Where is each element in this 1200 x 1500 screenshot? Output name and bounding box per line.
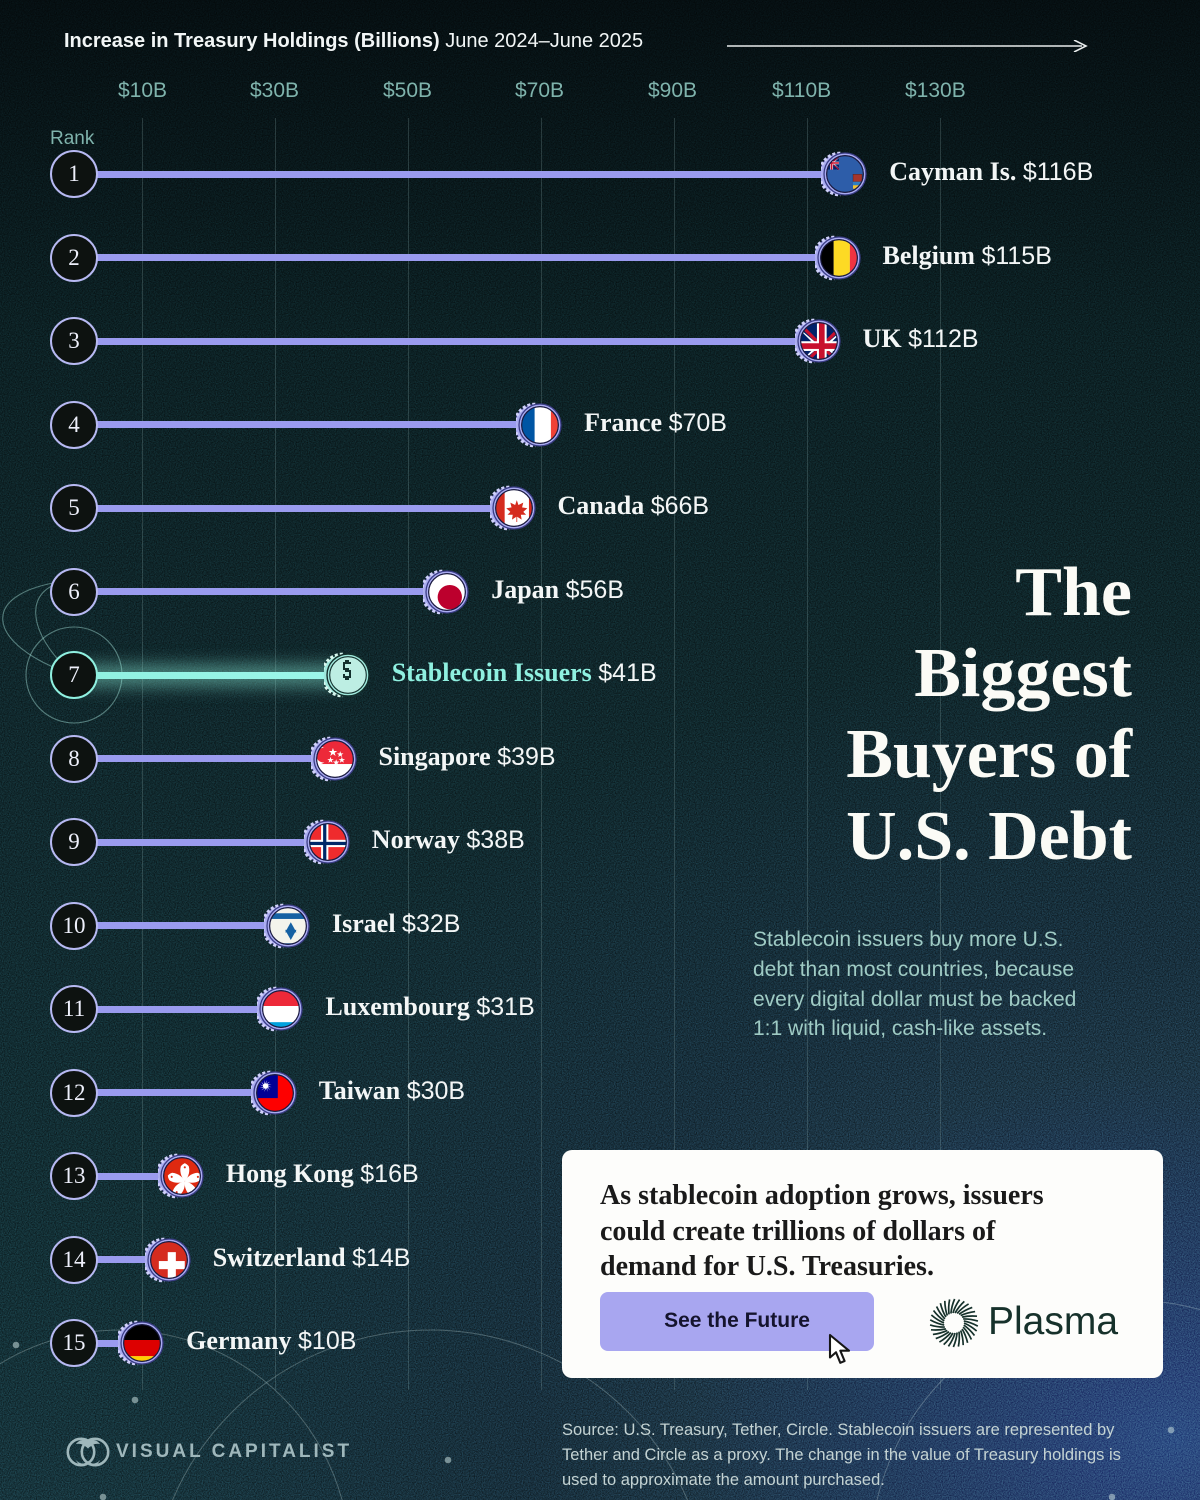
svg-text:Plasma: Plasma — [988, 1300, 1118, 1343]
svg-text:VISUAL CAPITALIST: VISUAL CAPITALIST — [116, 1441, 352, 1462]
